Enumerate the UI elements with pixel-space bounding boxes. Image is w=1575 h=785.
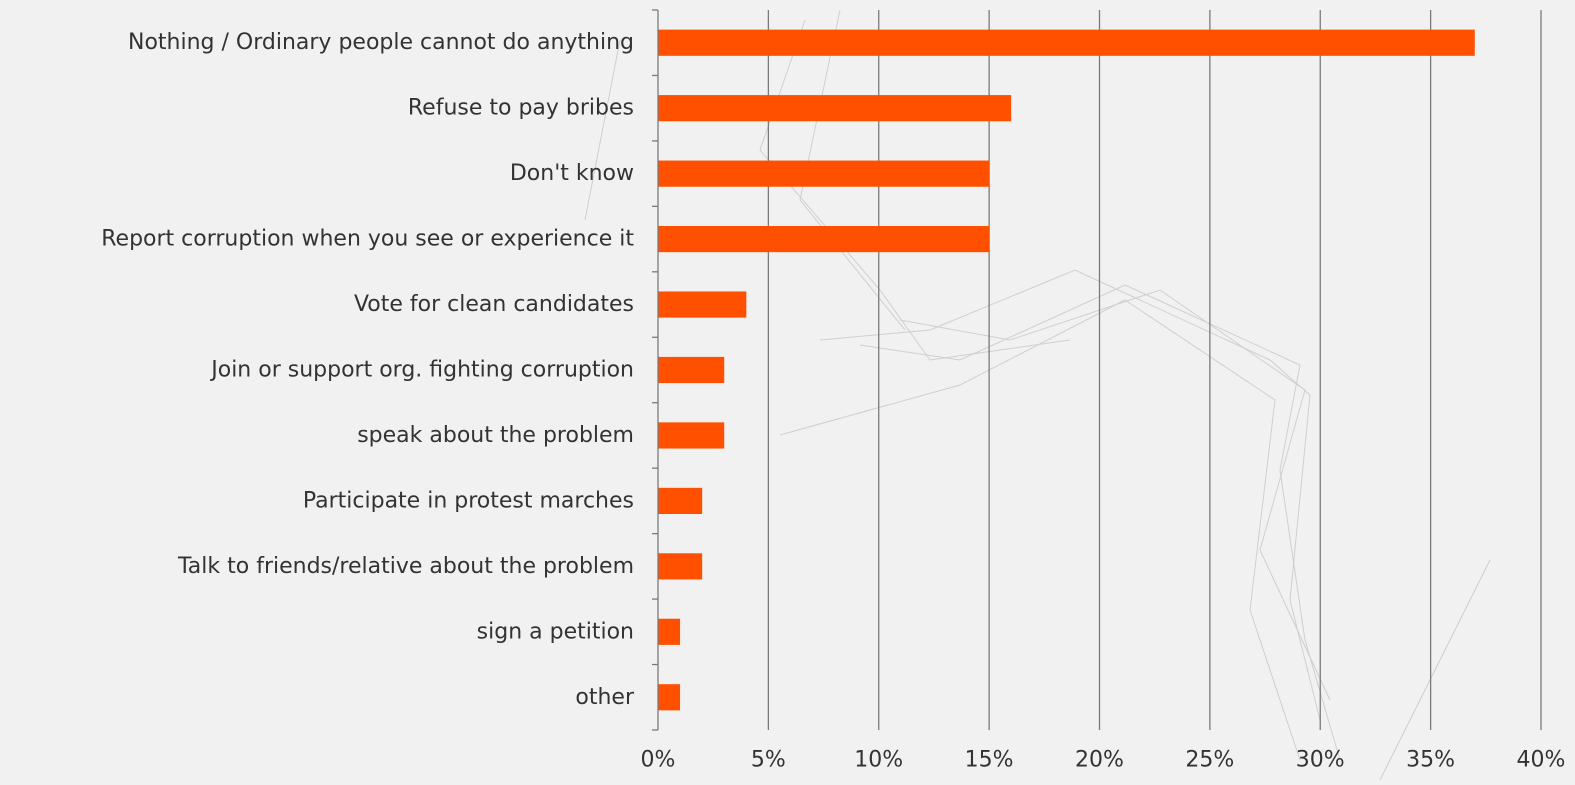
bar-2 (658, 160, 990, 187)
x-tick-label: 40% (1517, 748, 1566, 773)
background-decoration (584, 9, 1491, 781)
category-label: Refuse to pay bribes (408, 96, 634, 121)
x-tick-label: 20% (1075, 748, 1124, 773)
category-label: Participate in protest marches (303, 488, 634, 513)
bar-10 (658, 684, 681, 711)
x-tick-label: 15% (965, 748, 1014, 773)
category-label: sign a petition (477, 619, 634, 644)
bar-3 (658, 226, 990, 253)
labels: Nothing / Ordinary people cannot do anyt… (101, 30, 1565, 772)
bar-7 (658, 487, 703, 514)
category-label: speak about the problem (357, 423, 634, 448)
bars (658, 29, 1475, 711)
x-tick-label: 0% (641, 748, 676, 773)
bar-4 (658, 291, 747, 318)
category-label: Talk to friends/relative about the probl… (177, 554, 634, 579)
x-tick-label: 10% (854, 748, 903, 773)
category-label: Don't know (510, 161, 634, 186)
category-label: other (575, 685, 635, 710)
x-tick-label: 35% (1406, 748, 1455, 773)
x-tick-label: 30% (1296, 748, 1345, 773)
bar-6 (658, 422, 725, 449)
category-label: Report corruption when you see or experi… (101, 227, 634, 252)
category-label: Nothing / Ordinary people cannot do anyt… (128, 30, 634, 55)
bar-5 (658, 356, 725, 384)
category-label: Join or support org. fighting corruption (209, 358, 634, 383)
x-tick-label: 5% (751, 748, 786, 773)
bar-8 (658, 553, 703, 580)
category-label: Vote for clean candidates (354, 292, 634, 317)
bar-0 (658, 29, 1475, 56)
axes (652, 9, 659, 731)
gridlines (767, 10, 1542, 730)
bar-1 (658, 95, 1012, 122)
x-tick-label: 25% (1185, 748, 1234, 773)
bar-9 (658, 618, 681, 645)
